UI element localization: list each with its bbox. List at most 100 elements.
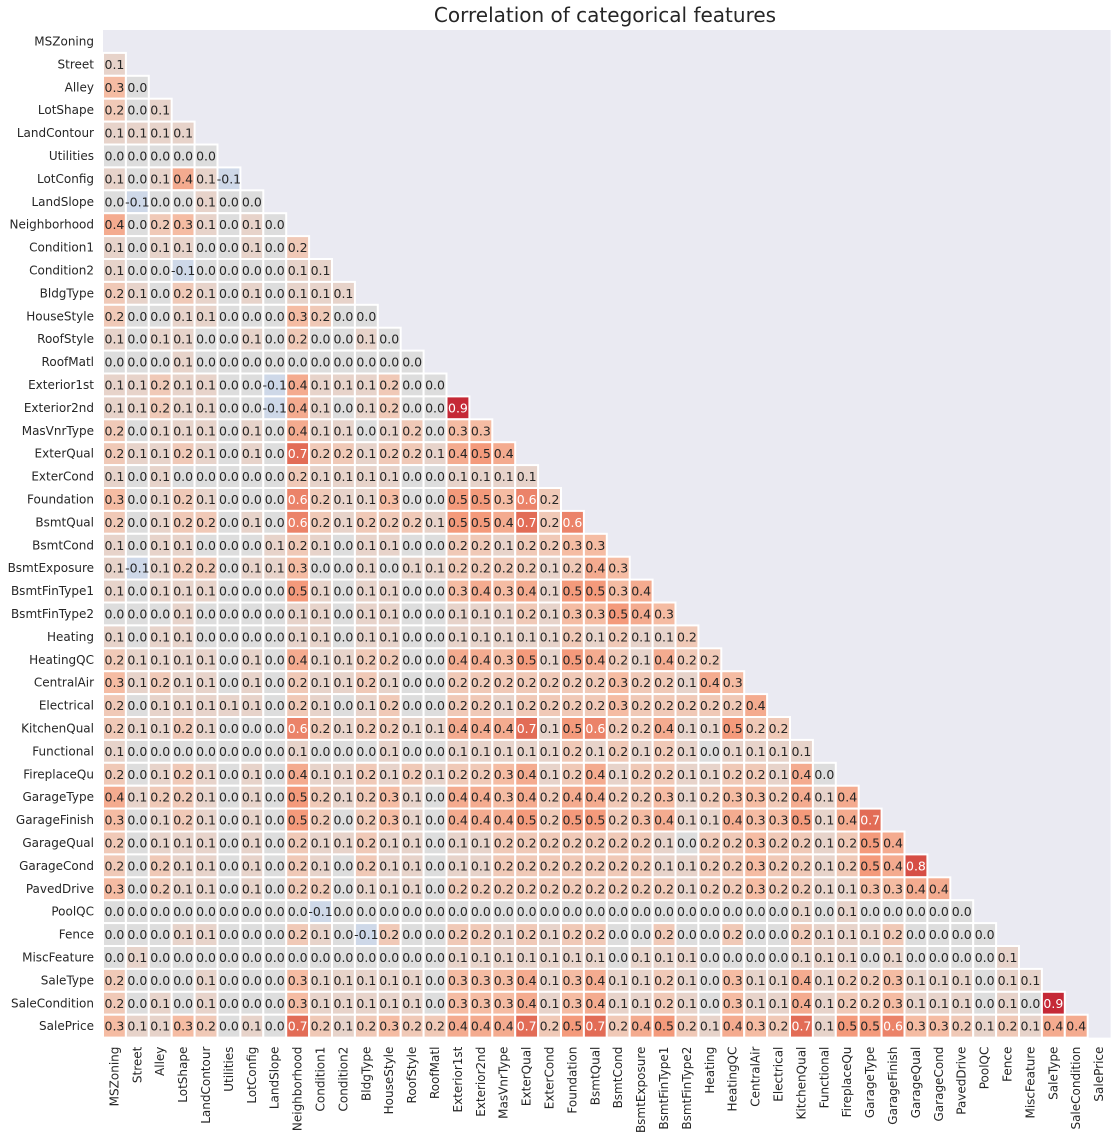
- cell-value-label: 0.5: [288, 790, 308, 805]
- cell-value-label: 0.0: [975, 927, 995, 942]
- cell-value-label: 0.3: [448, 996, 468, 1011]
- cell-value-label: 0.0: [883, 904, 903, 919]
- x-tick-label: LandSlope: [268, 1047, 282, 1110]
- cell-value-label: 0.1: [150, 698, 170, 713]
- y-tick-label: Electrical: [39, 699, 94, 713]
- cell-value-label: 0.3: [448, 973, 468, 988]
- y-tick-label: Fence: [59, 928, 94, 942]
- cell-value-label: 0.0: [769, 950, 789, 965]
- cell-value-label: 0.4: [448, 652, 468, 667]
- cell-value-label: 0.3: [494, 584, 514, 599]
- cell-value-label: 0.1: [792, 904, 812, 919]
- cell-value-label: 0.2: [540, 538, 560, 553]
- cell-value-label: 0.0: [219, 561, 239, 576]
- cell-value-label: 0.1: [196, 217, 216, 232]
- cell-value-label: 0.2: [150, 217, 170, 232]
- cell-value-label: 0.2: [631, 721, 651, 736]
- cell-value-label: 0.0: [425, 629, 445, 644]
- cell-value-label: 0.1: [677, 767, 697, 782]
- cell-value-label: 0.5: [860, 835, 880, 850]
- cell-value-label: 0.2: [150, 790, 170, 805]
- cell-value-label: 0.1: [494, 629, 514, 644]
- cell-value-label: 0.1: [402, 973, 422, 988]
- cell-value-label: 0.0: [219, 904, 239, 919]
- cell-value-label: 0.1: [105, 469, 125, 484]
- cell-value-label: 0.3: [746, 790, 766, 805]
- cell-value-label: 0.1: [769, 996, 789, 1011]
- cell-value-label: 0.1: [173, 309, 193, 324]
- y-tick-label: Foundation: [27, 492, 94, 506]
- cell-value-label: 0.3: [494, 652, 514, 667]
- cell-value-label: 0.0: [563, 904, 583, 919]
- cell-value-label: 0.0: [150, 194, 170, 209]
- cell-value-label: 0.2: [585, 881, 605, 896]
- cell-value-label: 0.4: [517, 584, 537, 599]
- cell-value-label: 0.2: [608, 629, 628, 644]
- cell-value-label: 0.2: [769, 721, 789, 736]
- cell-value-label: 0.0: [219, 858, 239, 873]
- cell-value-label: 0.0: [105, 950, 125, 965]
- cell-value-label: 0.1: [448, 858, 468, 873]
- cell-value-label: 0.1: [494, 606, 514, 621]
- cell-value-label: 0.1: [242, 698, 262, 713]
- cell-value-label: 0.0: [677, 904, 697, 919]
- y-tick-label: LotShape: [38, 103, 94, 117]
- cell-value-label: 0.1: [105, 377, 125, 392]
- cell-value-label: 0.2: [471, 767, 491, 782]
- cell-value-label: 0.2: [173, 767, 193, 782]
- cell-value-label: 0.0: [242, 973, 262, 988]
- cell-value-label: 0.3: [929, 1019, 949, 1034]
- x-tick-label: PavedDrive: [955, 1047, 969, 1115]
- cell-value-label: 0.4: [563, 790, 583, 805]
- cell-value-label: 0.1: [311, 996, 331, 1011]
- cell-value-label: 0.1: [334, 790, 354, 805]
- cell-value-label: 0.1: [540, 744, 560, 759]
- cell-value-label: 0.0: [265, 446, 285, 461]
- y-tick-label: SaleCondition: [11, 996, 94, 1010]
- cell-value-label: 0.0: [425, 584, 445, 599]
- cell-value-label: 0.1: [242, 240, 262, 255]
- cell-value-label: 0.0: [265, 606, 285, 621]
- cell-value-label: 0.0: [517, 904, 537, 919]
- cell-value-label: 0.1: [242, 767, 262, 782]
- cell-value-label: 0.0: [265, 904, 285, 919]
- y-tick-label: ExterCond: [31, 470, 94, 484]
- cell-value-label: 0.2: [196, 515, 216, 530]
- cell-value-label: 0.1: [700, 813, 720, 828]
- cell-value-label: 0.7: [288, 1019, 308, 1034]
- cell-value-label: 0.0: [700, 950, 720, 965]
- cell-value-label: 0.0: [127, 629, 147, 644]
- cell-value-label: 0.1: [769, 767, 789, 782]
- cell-value-label: 0.4: [494, 515, 514, 530]
- cell-value-label: 0.5: [723, 721, 743, 736]
- cell-value-label: 0.5: [792, 813, 812, 828]
- cell-value-label: 0.1: [402, 813, 422, 828]
- cell-value-label: 0.2: [105, 286, 125, 301]
- cell-value-label: 0.1: [173, 698, 193, 713]
- cell-value-label: 0.2: [608, 881, 628, 896]
- cell-value-label: 0.0: [105, 355, 125, 370]
- cell-value-label: 0.5: [837, 1019, 857, 1034]
- cell-value-label: 0.5: [563, 813, 583, 828]
- cell-value-label: 0.2: [563, 561, 583, 576]
- cell-value-label: 0.1: [356, 469, 376, 484]
- cell-value-label: 0.2: [563, 767, 583, 782]
- cell-value-label: 0.2: [471, 881, 491, 896]
- cell-value-label: 0.4: [288, 400, 308, 415]
- cell-value-label: 0.0: [127, 835, 147, 850]
- cell-value-label: 0.2: [402, 515, 422, 530]
- x-tick-label: RoofStyle: [405, 1047, 419, 1104]
- cell-value-label: 0.2: [585, 675, 605, 690]
- cell-value-label: 0.1: [196, 996, 216, 1011]
- cell-value-label: 0.1: [127, 1019, 147, 1034]
- cell-value-label: 0.2: [769, 835, 789, 850]
- cell-value-label: 0.1: [173, 240, 193, 255]
- cell-value-label: 0.2: [608, 652, 628, 667]
- cell-value-label: 0.4: [700, 675, 720, 690]
- cell-value-label: 0.1: [334, 652, 354, 667]
- cell-value-label: 0.1: [723, 744, 743, 759]
- x-tick-label: Foundation: [565, 1047, 579, 1114]
- cell-value-label: 0.0: [265, 1019, 285, 1034]
- cell-value-label: 0.0: [219, 652, 239, 667]
